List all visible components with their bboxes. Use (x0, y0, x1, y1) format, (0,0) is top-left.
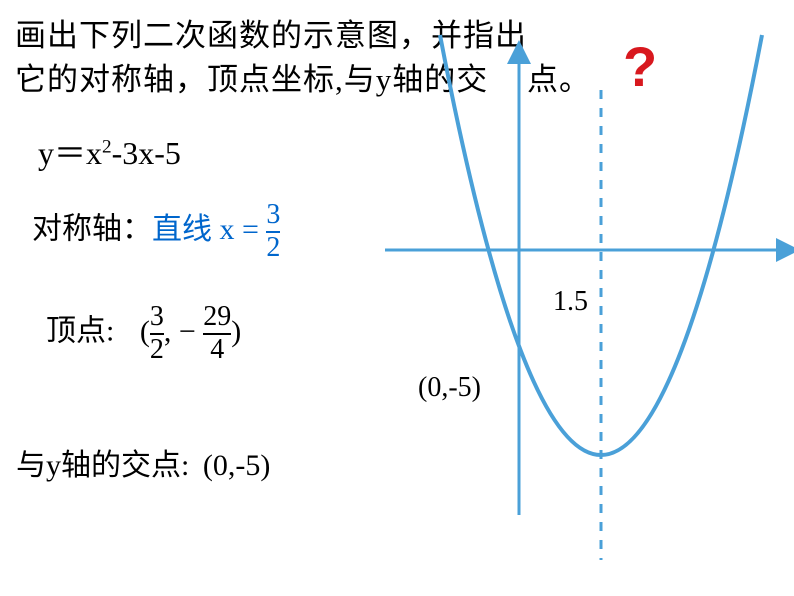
tick-1p5: 1.5 (553, 286, 588, 318)
chart-svg (0, 0, 794, 596)
qmark-glyph: ? (623, 36, 657, 98)
point-0-neg5: (0,-5) (418, 372, 481, 404)
